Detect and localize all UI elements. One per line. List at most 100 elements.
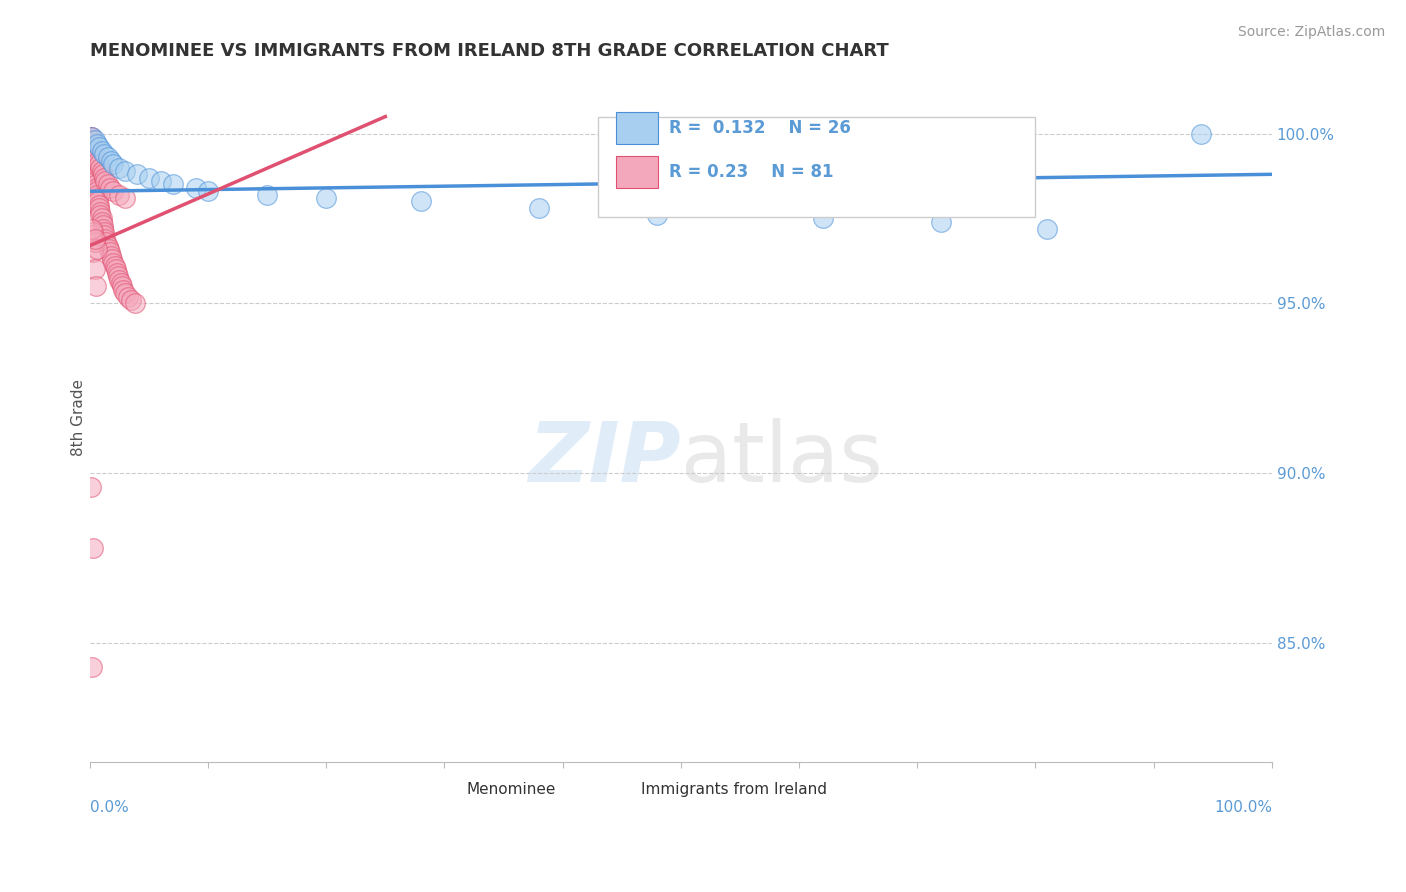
FancyBboxPatch shape [598,117,1035,217]
Point [96,235,118,250]
Point [80,133,103,147]
Point [104,259,127,273]
Point [1036,221,1059,235]
Point [90,164,112,178]
Point [93,147,115,161]
Point [83,133,105,147]
Point [89,157,111,171]
Point [83,167,105,181]
Y-axis label: 8th Grade: 8th Grade [72,378,86,456]
Point [811,211,834,226]
Point [315,191,337,205]
Point [527,201,550,215]
Point [82,150,104,164]
Point [82,245,104,260]
Point [100,153,122,168]
Point [80,130,103,145]
Point [86,181,108,195]
Point [97,238,120,252]
Point [84,178,107,192]
Point [97,178,120,192]
Point [162,178,184,192]
Point [86,136,108,151]
Point [197,184,219,198]
Point [83,164,105,178]
Point [80,136,103,151]
FancyBboxPatch shape [425,778,456,801]
Point [86,184,108,198]
Point [87,191,110,205]
Point [104,262,127,277]
Point [103,255,125,269]
Point [111,283,134,297]
Text: Immigrants from Ireland: Immigrants from Ireland [641,782,827,797]
Point [103,157,125,171]
Point [108,187,131,202]
FancyBboxPatch shape [616,156,658,187]
Text: atlas: atlas [681,418,883,499]
Point [80,133,103,147]
Point [84,147,107,161]
Point [93,228,115,243]
Point [83,161,105,175]
Point [90,211,112,226]
Text: Menominee: Menominee [467,782,557,797]
Point [107,269,129,284]
Point [84,170,107,185]
Point [82,140,104,154]
Point [82,136,104,151]
Point [89,198,111,212]
Point [100,249,122,263]
Point [105,266,128,280]
Point [84,174,107,188]
Point [83,144,105,158]
Point [91,221,114,235]
Text: ZIP: ZIP [529,418,681,499]
Point [93,225,115,239]
FancyBboxPatch shape [598,778,628,801]
Point [114,191,136,205]
Text: R = 0.23    N = 81: R = 0.23 N = 81 [669,162,834,181]
Point [138,170,160,185]
Point [97,150,120,164]
Point [82,221,104,235]
Point [93,170,115,185]
Point [82,659,104,673]
Point [82,541,104,555]
Point [114,164,136,178]
Point [256,187,278,202]
Point [82,228,104,243]
Text: Source: ZipAtlas.com: Source: ZipAtlas.com [1237,25,1385,39]
Text: 0.0%: 0.0% [90,800,128,814]
Point [111,279,134,293]
Point [89,161,111,175]
Point [94,232,117,246]
Text: MENOMINEE VS IMMIGRANTS FROM IRELAND 8TH GRADE CORRELATION CHART: MENOMINEE VS IMMIGRANTS FROM IRELAND 8TH… [90,42,889,60]
Point [90,144,112,158]
Point [186,181,208,195]
Point [89,208,111,222]
Point [124,296,146,310]
Point [149,174,172,188]
Point [89,204,111,219]
FancyBboxPatch shape [616,112,658,145]
Point [83,262,105,277]
Point [97,242,120,256]
Point [86,242,108,256]
Point [120,293,142,307]
Point [108,272,131,286]
Point [101,252,124,267]
Point [929,215,952,229]
Point [114,286,136,301]
Point [91,219,114,233]
Point [98,245,121,260]
Point [91,167,114,181]
Text: R =  0.132    N = 26: R = 0.132 N = 26 [669,120,851,137]
Point [82,147,104,161]
Point [98,181,121,195]
Point [83,232,105,246]
Point [82,153,104,168]
Point [84,279,107,293]
Text: 100.0%: 100.0% [1213,800,1272,814]
Point [103,184,125,198]
